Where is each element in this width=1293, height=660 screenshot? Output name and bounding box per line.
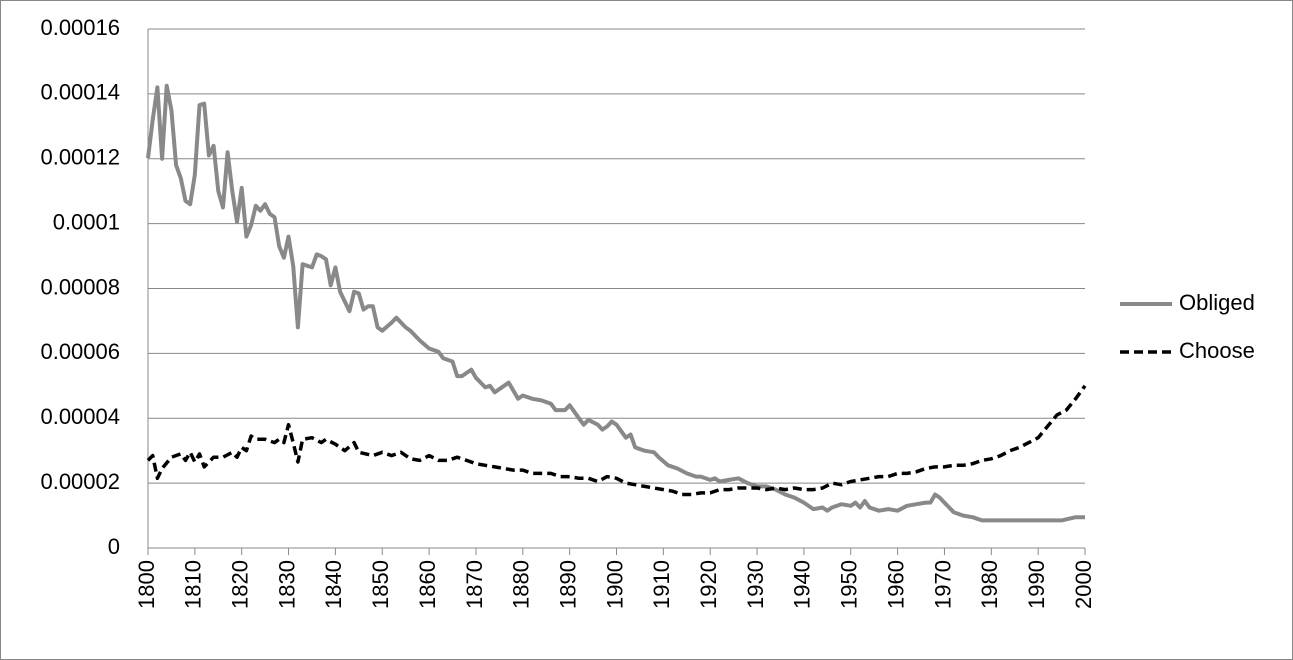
data-line [146,83,1085,523]
x-tick-label: 1880 [509,560,534,609]
data-line [146,384,1087,497]
x-tick-label: 1890 [555,560,580,609]
x-tick-label: 1970 [930,560,955,609]
x-tick-label: 1940 [790,560,815,609]
x-tick-label: 1950 [837,560,862,609]
x-tick-label: 1910 [649,560,674,609]
y-tick-label: 0.00008 [40,274,120,299]
y-tick-label: 0.00002 [40,469,120,494]
x-tick-label: 1990 [1024,560,1049,609]
x-tick-label: 1930 [743,560,768,609]
x-tick-label: 1920 [696,560,721,609]
legend-label: Obliged [1179,290,1255,315]
y-tick-label: 0.00012 [40,145,120,170]
x-tick-label: 1820 [228,560,253,609]
y-tick-label: 0.00016 [40,15,120,40]
x-tick-label: 1800 [134,560,159,609]
x-tick-label: 2000 [1071,560,1096,609]
x-tick-label: 1870 [462,560,487,609]
x-tick-label: 1840 [321,560,346,609]
x-tick-label: 1860 [415,560,440,609]
x-tick-label: 1980 [977,560,1002,609]
y-tick-label: 0.00006 [40,339,120,364]
x-tick-label: 1900 [602,560,627,609]
y-tick-label: 0 [108,534,120,559]
y-tick-label: 0.00004 [40,404,120,429]
x-tick-label: 1850 [368,560,393,609]
y-tick-label: 0.0001 [53,209,120,234]
x-tick-label: 1810 [181,560,206,609]
x-tick-label: 1830 [274,560,299,609]
y-tick-label: 0.00014 [40,80,120,105]
legend-label: Choose [1179,338,1255,363]
x-tick-label: 1960 [883,560,908,609]
